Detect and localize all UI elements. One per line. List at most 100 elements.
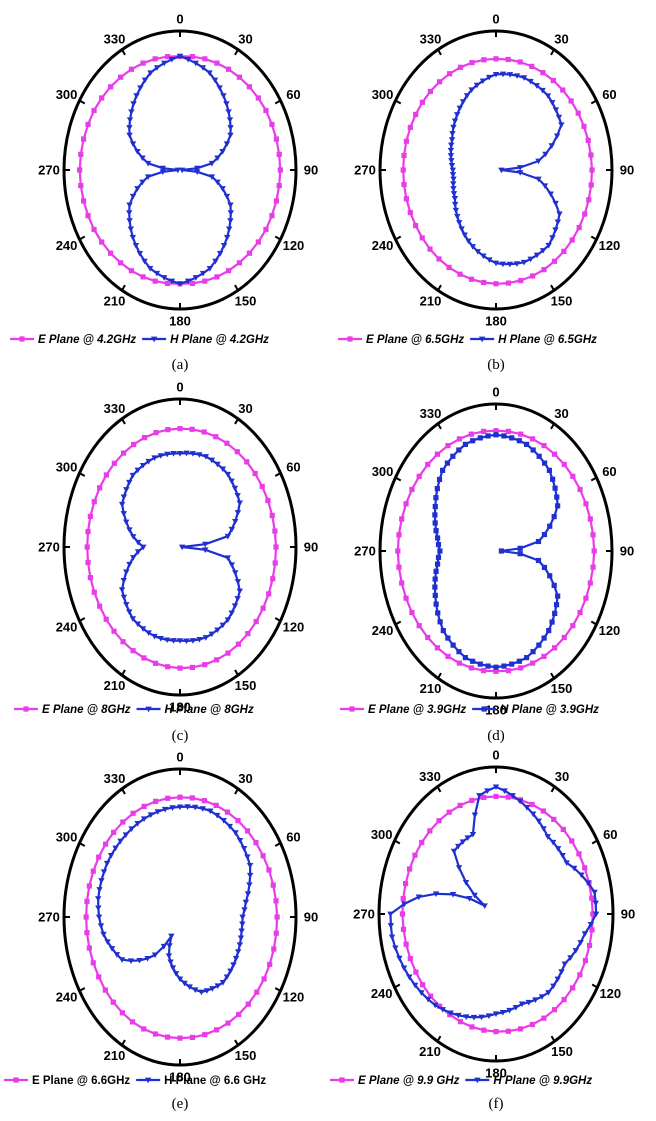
data-point — [524, 441, 530, 447]
data-point — [481, 903, 488, 909]
data-point — [552, 107, 560, 113]
data-point — [552, 227, 559, 234]
data-point — [226, 226, 233, 233]
panel-caption: (e) — [172, 1096, 189, 1112]
data-point — [164, 53, 171, 60]
angle-tick-mark — [274, 842, 281, 847]
data-point — [266, 867, 272, 873]
data-point — [230, 962, 237, 968]
angle-tick-label: 90 — [304, 540, 318, 555]
data-point — [120, 450, 127, 456]
data-point — [273, 544, 279, 550]
series-line — [97, 805, 252, 994]
data-point — [387, 911, 394, 918]
data-point — [457, 64, 464, 70]
data-point — [498, 548, 504, 554]
data-point — [90, 960, 96, 966]
data-point — [518, 431, 524, 437]
angle-tick-label: 330 — [420, 32, 442, 47]
data-point — [462, 441, 468, 447]
data-point — [177, 794, 183, 800]
e-plane-series — [84, 426, 279, 671]
data-point — [456, 649, 462, 655]
e-plane-series — [77, 53, 283, 287]
data-point — [214, 274, 220, 280]
angle-tick-label: 120 — [599, 623, 621, 638]
data-point — [246, 882, 253, 888]
data-point — [91, 499, 97, 505]
angle-tick-label: 60 — [603, 827, 617, 842]
data-point — [444, 460, 451, 466]
data-point — [223, 974, 231, 981]
data-point — [469, 60, 475, 66]
data-point — [126, 527, 133, 533]
data-point — [448, 158, 455, 164]
data-point — [126, 479, 133, 486]
data-point — [492, 1011, 500, 1017]
data-point — [588, 182, 594, 188]
angle-tick-mark — [79, 472, 86, 477]
legend-label: E Plane @ 8GHz — [42, 704, 131, 716]
data-point — [561, 248, 567, 254]
data-point — [165, 664, 171, 670]
data-point — [561, 461, 567, 468]
data-point — [214, 627, 221, 634]
data-point — [119, 1010, 125, 1016]
angle-tick-mark — [274, 235, 281, 241]
data-point — [202, 635, 210, 641]
data-point — [273, 136, 279, 142]
data-point — [199, 65, 207, 71]
data-point — [134, 186, 141, 192]
angle-tick-label: 30 — [554, 32, 568, 47]
data-point — [493, 281, 499, 287]
data-point — [133, 93, 140, 99]
legend-swatch-marker — [349, 706, 355, 712]
data-point — [555, 114, 563, 121]
data-point — [174, 167, 182, 174]
data-point — [572, 948, 579, 954]
data-point — [591, 889, 598, 896]
data-point — [493, 668, 499, 674]
series-line — [78, 55, 282, 285]
data-point — [100, 931, 107, 938]
angle-tick-label: 60 — [286, 830, 300, 845]
data-point — [577, 972, 583, 978]
angle-tick-mark — [121, 1039, 126, 1046]
angle-tick-label: 240 — [56, 620, 78, 635]
polar-frame — [62, 397, 298, 697]
data-point — [153, 798, 159, 804]
data-point — [196, 452, 203, 458]
data-point — [120, 819, 126, 825]
angle-tick-mark — [550, 786, 556, 793]
data-point — [516, 170, 524, 176]
data-point — [451, 118, 459, 125]
data-point — [201, 798, 208, 804]
data-point — [141, 655, 147, 661]
data-point — [120, 594, 128, 601]
data-point — [123, 602, 130, 608]
data-point — [169, 965, 177, 972]
data-point — [590, 564, 596, 570]
data-point — [478, 1014, 485, 1021]
data-point — [447, 71, 453, 77]
data-point — [516, 658, 522, 664]
data-point — [254, 989, 260, 995]
data-point — [139, 626, 147, 632]
data-point — [499, 1009, 507, 1016]
data-point — [485, 1013, 493, 1020]
data-point — [556, 211, 563, 218]
angle-tick-label: 120 — [283, 620, 305, 635]
data-point — [416, 623, 422, 629]
data-point — [139, 179, 146, 186]
data-point — [547, 523, 553, 529]
data-point — [146, 265, 154, 272]
data-point — [161, 60, 168, 67]
h-plane-series — [447, 71, 565, 268]
data-point — [223, 101, 230, 107]
data-point — [203, 988, 211, 994]
data-point — [178, 167, 186, 174]
data-point — [400, 926, 407, 932]
angle-tick-label: 0 — [492, 385, 499, 400]
panel-caption: (b) — [487, 357, 505, 373]
data-point — [455, 865, 463, 871]
